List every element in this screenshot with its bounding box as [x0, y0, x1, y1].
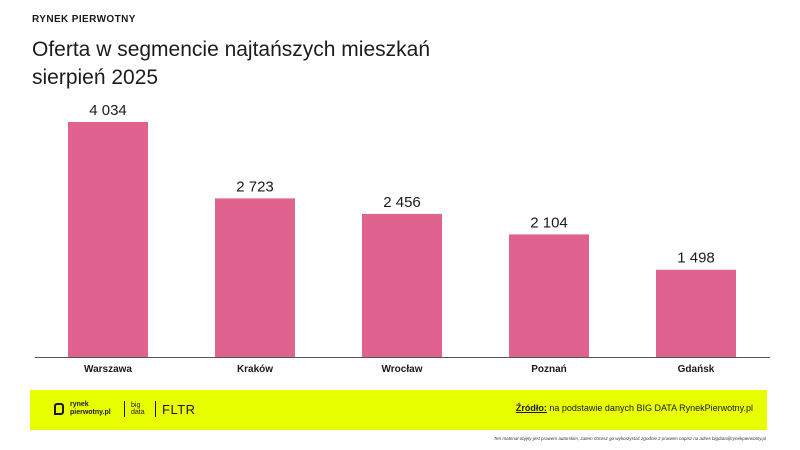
- bar-wrocław: [362, 213, 442, 357]
- rynekpierwotny-logo-icon: [54, 403, 64, 415]
- chart-title-line2: sierpień 2025: [32, 66, 159, 89]
- bar-gdańsk: [656, 269, 736, 357]
- x-tick-label: Kraków: [237, 364, 273, 375]
- x-tick-label: Poznań: [531, 364, 567, 375]
- source-text: na podstawie danych BIG DATA RynekPierwo…: [546, 403, 753, 413]
- x-tick-label: Warszawa: [84, 364, 132, 375]
- x-tick-label: Gdańsk: [678, 364, 715, 375]
- source-label: Źródło:: [515, 403, 547, 413]
- data-label: 2 723: [236, 178, 274, 195]
- footer-bar: rynek pierwotny.pl big data FLTR Źródło:…: [30, 390, 767, 430]
- brand-logos: rynek pierwotny.pl big data FLTR: [54, 401, 196, 417]
- kicker-label: RYNEK PIERWOTNY: [32, 14, 136, 25]
- data-label: 4 034: [89, 102, 127, 119]
- x-tick-label: Wrocław: [382, 364, 423, 375]
- bar-poznań: [509, 234, 589, 357]
- brand-fltr: FLTR: [162, 401, 196, 417]
- bar-warszawa: [68, 122, 148, 357]
- bar-kraków: [215, 198, 295, 357]
- brand-separator: [124, 401, 125, 417]
- source-note: Źródło: na podstawie danych BIG DATA Ryn…: [516, 403, 753, 413]
- copyright-disclaimer: Ten materiał objęty jest prawem autorski…: [493, 436, 766, 441]
- chart-title: Oferta w segmencie najtańszych mieszkań …: [32, 36, 430, 92]
- brand-separator: [155, 401, 156, 417]
- bar-chart: 4 034 Warszawa 2 723 Kraków 2 456 Wrocław 2 10…: [35, 102, 770, 375]
- chart-title-line1: Oferta w segmencie najtańszych mieszkań: [32, 38, 431, 61]
- brand-name: rynek pierwotny.pl: [70, 401, 111, 416]
- data-label: 2 104: [530, 214, 568, 231]
- data-label: 1 498: [677, 250, 715, 267]
- data-label: 2 456: [383, 194, 421, 211]
- brand-bigdata: big data: [131, 402, 145, 416]
